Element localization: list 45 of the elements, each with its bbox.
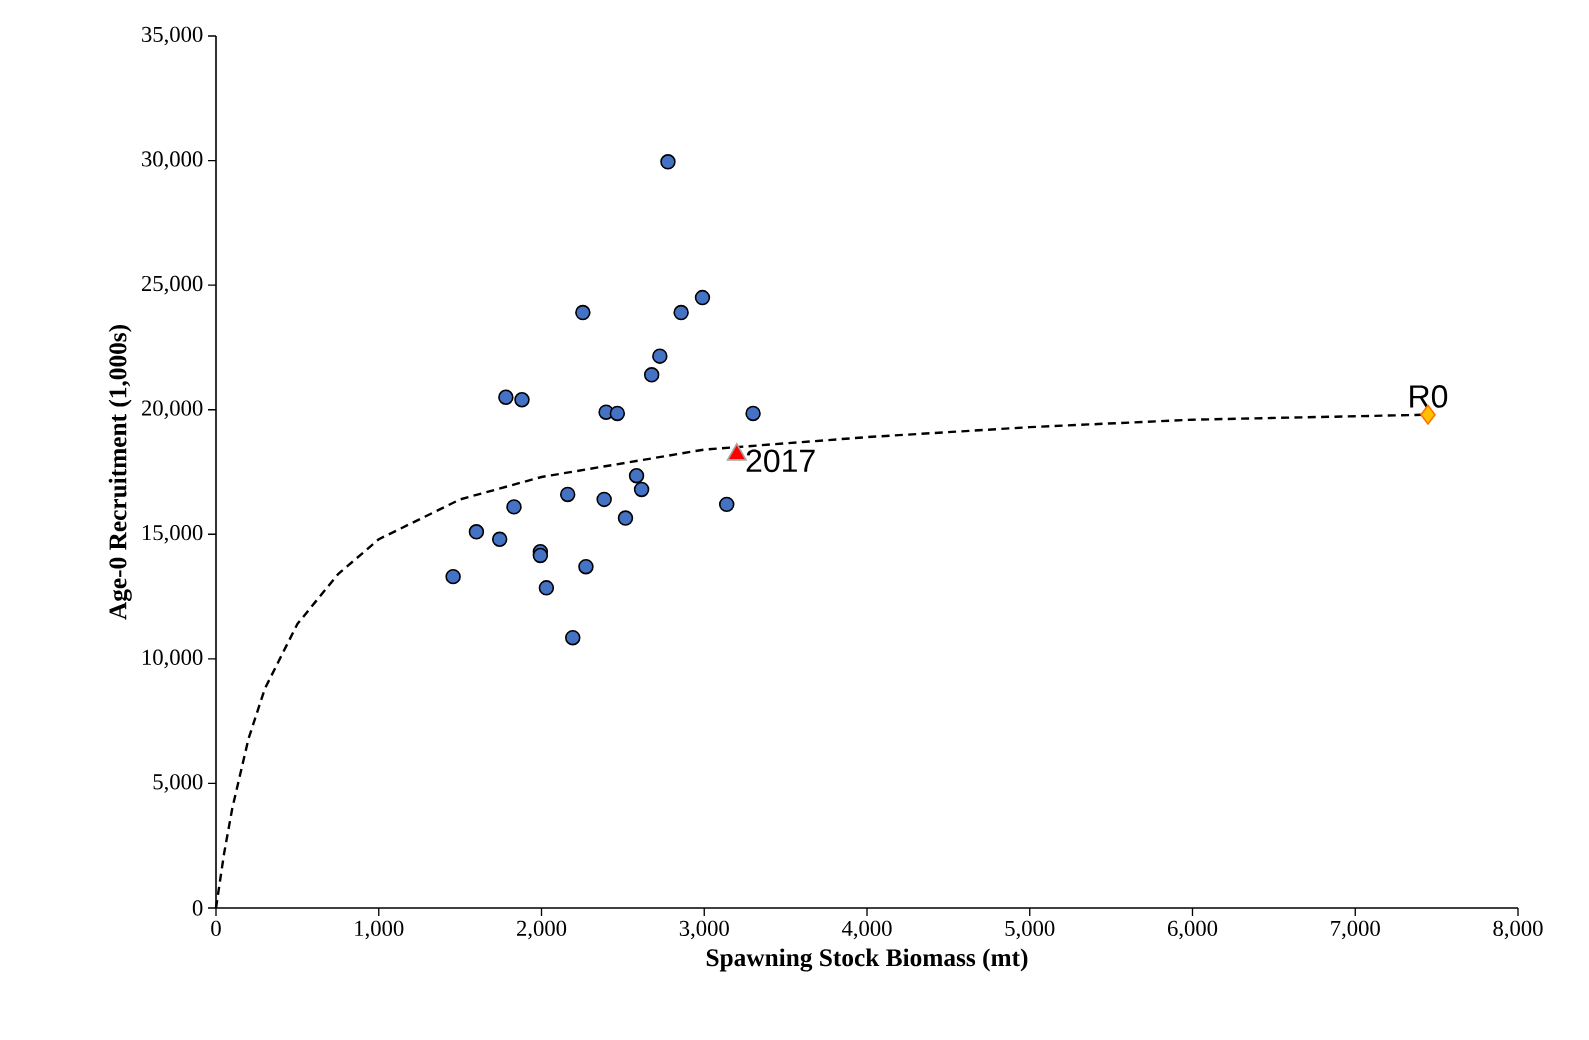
point [506,499,522,515]
point [652,348,668,364]
y-tick-label: 20,000 [141,400,203,419]
point [445,568,461,585]
point [745,405,761,422]
point [673,304,689,321]
y-tick-label: 15,000 [142,525,203,544]
y-tick-label: 10,000 [142,649,203,669]
point [596,491,612,508]
point [538,580,555,596]
point [575,304,591,321]
point [643,367,660,383]
point [514,392,530,408]
x-axis-title: Spawning Stock Biomass (mt) [706,948,1028,972]
y-axis-title: Age-0 Recruitment (1,000s) [108,325,132,620]
series-label: R0 [1410,385,1448,408]
y-tick-label: 5,000 [153,774,203,793]
point [633,481,650,498]
point [617,510,634,526]
series-label: 2017 [746,449,815,473]
x-tick-label: 2,000 [517,920,567,940]
x-tick-label: 4,000 [841,920,892,940]
point [660,154,676,170]
point [694,289,711,306]
x-tick-label: 0 [211,920,221,937]
x-tick-label: 5,000 [1005,920,1055,940]
x-tick-label: 8,000 [1493,920,1543,940]
point [628,468,645,484]
point [532,547,549,564]
y-tick-label: 25,000 [141,275,203,295]
x-tick-label: 3,000 [679,920,729,940]
point [559,486,576,503]
x-tick-label: 1,000 [355,920,404,940]
point [609,405,626,422]
y-tick-label: 35,000 [142,26,203,46]
point [468,524,485,540]
point [498,389,514,405]
point [718,496,735,513]
y-tick-label: 30,000 [142,151,203,170]
x-tick-label: 7,000 [1331,920,1380,940]
point [578,558,594,575]
y-tick-label: 0 [192,900,203,916]
point [565,629,581,646]
x-tick-label: 6,000 [1167,920,1218,940]
point [491,531,508,547]
